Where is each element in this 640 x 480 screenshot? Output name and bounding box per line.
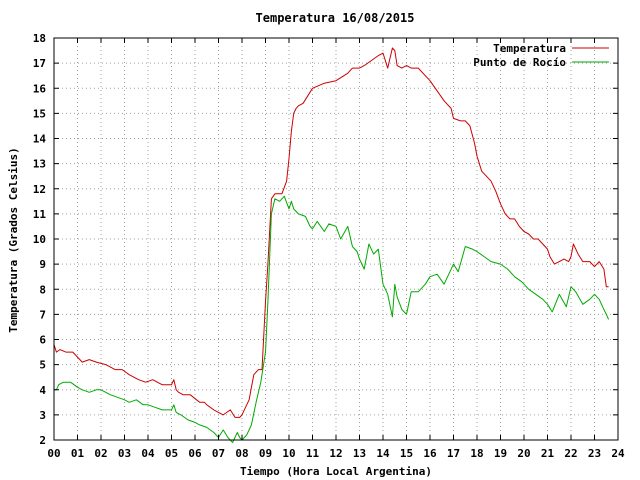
x-tick-label: 02 (94, 447, 107, 460)
x-tick-label: 01 (71, 447, 85, 460)
x-tick-label: 09 (259, 447, 272, 460)
x-axis-label: Tiempo (Hora Local Argentina) (240, 465, 432, 478)
chart-title: Temperatura 16/08/2015 (256, 11, 415, 25)
y-tick-label: 12 (33, 183, 46, 196)
y-tick-label: 17 (33, 57, 46, 70)
y-tick-label: 2 (39, 434, 46, 447)
y-tick-label: 16 (33, 82, 47, 95)
y-tick-label: 11 (33, 208, 47, 221)
y-tick-label: 18 (33, 32, 46, 45)
y-tick-label: 9 (39, 258, 46, 271)
x-tick-label: 23 (588, 447, 601, 460)
y-tick-label: 13 (33, 158, 46, 171)
x-tick-label: 17 (447, 447, 460, 460)
x-tick-label: 21 (541, 447, 555, 460)
series-line-punto-de-rocio (54, 195, 610, 443)
y-tick-label: 4 (39, 384, 46, 397)
x-tick-label: 22 (564, 447, 577, 460)
x-tick-label: 10 (282, 447, 295, 460)
legend-label-temperatura: Temperatura (493, 42, 566, 55)
legend-label-punto-de-rocio: Punto de Rocío (473, 56, 566, 69)
y-tick-label: 6 (39, 334, 46, 347)
x-tick-label: 15 (400, 447, 413, 460)
x-tick-label: 05 (165, 447, 178, 460)
x-tick-label: 12 (329, 447, 342, 460)
y-tick-label: 7 (39, 308, 46, 321)
x-tick-label: 16 (423, 447, 437, 460)
y-tick-label: 10 (33, 233, 46, 246)
x-tick-label: 24 (611, 447, 625, 460)
y-tick-label: 5 (39, 359, 46, 372)
y-tick-label: 15 (33, 107, 46, 120)
x-tick-label: 13 (353, 447, 366, 460)
y-axis-label: Temperatura (Grados Celsius) (7, 147, 20, 332)
x-tick-label: 18 (470, 447, 483, 460)
x-tick-label: 11 (306, 447, 320, 460)
x-tick-label: 20 (517, 447, 530, 460)
x-tick-label: 19 (494, 447, 507, 460)
x-tick-label: 04 (141, 447, 155, 460)
x-tick-label: 06 (188, 447, 202, 460)
x-tick-label: 00 (47, 447, 60, 460)
tick-marks (53, 37, 619, 441)
x-tick-label: 03 (118, 447, 131, 460)
grid-lines (54, 38, 618, 440)
series-layer (53, 47, 610, 443)
tick-labels: 00 01 02 03 04 05 06 07 08 09 10 11 12 13 14 15 16 17 18 19… (33, 32, 625, 460)
y-tick-label: 8 (39, 283, 46, 296)
y-tick-label: 3 (39, 409, 46, 422)
x-tick-label: 08 (235, 447, 248, 460)
legend: Temperatura Punto de Rocío (473, 42, 609, 69)
x-tick-label: 14 (376, 447, 390, 460)
series-line-temperatura (53, 47, 609, 418)
y-tick-label: 14 (33, 133, 47, 146)
x-tick-label: 07 (212, 447, 225, 460)
